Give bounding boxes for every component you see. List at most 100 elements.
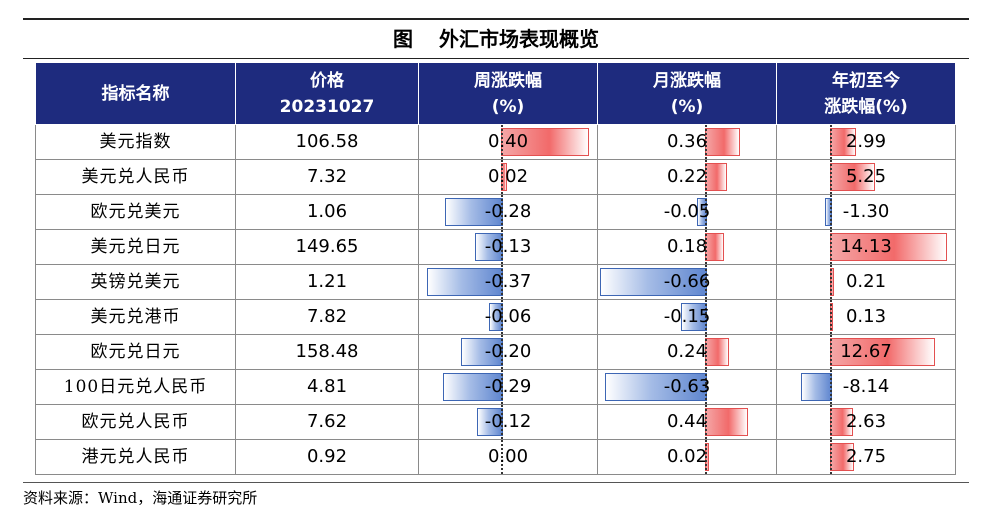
row-name-cell: 美元兑日元 [35,229,236,265]
table-row: 欧元兑日元 158.48 -0.20 0.24 12.67 [35,334,956,370]
zero-axis [830,370,832,404]
title-rule [23,58,969,59]
row-month-cell: 0.44 [597,404,777,440]
row-name-cell: 欧元兑美元 [35,194,236,230]
row-week-cell: -0.06 [418,299,598,335]
row-price-cell: 7.62 [235,404,419,440]
row-month-cell-value: 0.22 [666,166,708,187]
negative-data-bar [477,408,503,436]
row-month-cell-value: -0.66 [663,271,711,292]
zero-axis [830,440,832,474]
header-week-l1: 周涨跌幅 [474,70,542,91]
row-price-cell: 106.58 [235,124,419,160]
row-month-cell: -0.66 [597,264,777,300]
row-week-cell-value: -0.20 [484,341,532,362]
row-name-cell: 100日元兑人民币 [35,369,236,405]
header-name-label: 指标名称 [101,83,170,104]
zero-axis [705,195,707,229]
row-week-cell-value: 0.40 [487,131,529,152]
figure-title-text: 外汇市场表现概览 [439,27,599,51]
positive-data-bar [830,128,856,156]
row-week-cell-value: -0.13 [484,236,532,257]
top-rule [23,18,969,20]
table-row: 美元指数 106.58 0.40 0.36 2.99 [35,124,956,160]
row-week-cell-value: -0.37 [484,271,532,292]
row-ytd-cell: 0.13 [776,299,956,335]
row-price-cell-value: 0.92 [306,446,348,467]
row-ytd-cell: 2.75 [776,439,956,475]
table-row: 欧元兑人民币 7.62 -0.12 0.44 2.63 [35,404,956,440]
zero-axis [705,370,707,404]
zero-axis [501,405,503,439]
row-ytd-cell: -1.30 [776,194,956,230]
row-month-cell-value: -0.15 [663,306,711,327]
row-week-cell-value: -0.29 [484,376,532,397]
row-price-cell-value: 1.06 [306,201,348,222]
row-price-cell: 7.32 [235,159,419,195]
positive-data-bar [830,338,935,366]
source-note: 资料来源：Wind，海通证券研究所 [23,489,258,507]
row-name-cell: 英镑兑美元 [35,264,236,300]
zero-axis [705,265,707,299]
zero-axis [830,230,832,264]
row-week-cell: -0.20 [418,334,598,370]
row-month-cell: 0.24 [597,334,777,370]
row-week-cell-value: 0.00 [487,446,529,467]
row-month-cell-value: 0.24 [666,341,708,362]
row-price-cell: 0.92 [235,439,419,475]
negative-data-bar [475,233,503,261]
header-ytd-l1: 年初至今 [832,70,900,91]
header-ytd: 年初至今涨跌幅(%) [776,62,956,125]
positive-data-bar [705,233,724,261]
row-ytd-cell-value: 2.75 [845,446,887,467]
row-ytd-cell-value: 2.99 [845,131,887,152]
row-ytd-cell: 0.21 [776,264,956,300]
zero-axis [501,230,503,264]
row-week-cell: -0.37 [418,264,598,300]
positive-data-bar [705,163,727,191]
header-month: 月涨跌幅 (%) [597,62,777,125]
row-name-cell: 美元兑人民币 [35,159,236,195]
header-week-l2: (%) [491,96,525,117]
negative-data-bar [681,303,707,331]
row-ytd-cell: 2.63 [776,404,956,440]
zero-axis [501,195,503,229]
row-price-cell: 1.06 [235,194,419,230]
zero-axis [501,300,503,334]
positive-data-bar [501,128,589,156]
zero-axis [501,440,503,474]
zero-axis [501,125,503,159]
row-ytd-cell-value: 0.21 [845,271,887,292]
row-name-cell-value: 欧元兑人民币 [81,412,190,432]
header-price-l1: 价格 [310,70,344,91]
zero-axis [501,160,503,194]
row-name-cell-value: 美元指数 [99,132,172,152]
zero-axis [705,405,707,439]
header-ytd-l2: 涨跌幅(%) [824,96,908,117]
row-price-cell: 4.81 [235,369,419,405]
zero-axis [705,300,707,334]
table-row: 港元兑人民币 0.92 0.00 0.02 2.75 [35,439,956,475]
row-price-cell: 1.21 [235,264,419,300]
zero-axis [705,440,707,474]
row-month-cell-value: -0.05 [663,201,711,222]
row-ytd-cell-value: 2.63 [845,411,887,432]
header-row: 指标名称 价格 20231027 周涨跌幅 (%) 月涨跌幅 (%) 年初至今 涨跌幅(… [35,62,956,125]
row-month-cell: 0.02 [597,439,777,475]
row-ytd-cell-value: 14.13 [840,236,892,257]
row-month-cell-value: 0.18 [666,236,708,257]
row-ytd-cell-value: -8.14 [842,376,890,397]
row-month-cell: -0.63 [597,369,777,405]
zero-axis [501,370,503,404]
negative-data-bar [443,373,503,401]
row-price-cell-value: 158.48 [295,341,359,362]
row-name-cell-value: 100日元兑人民币 [63,377,208,397]
row-month-cell: 0.22 [597,159,777,195]
table-row: 欧元兑美元 1.06 -0.28 -0.05 -1.30 [35,194,956,230]
zero-axis [705,335,707,369]
fx-table: 指标名称 价格 20231027 周涨跌幅 (%) 月涨跌幅 (%) 年初至今 涨跌幅(… [35,62,956,475]
row-price-cell-value: 4.81 [306,376,348,397]
zero-axis [705,160,707,194]
negative-data-bar [801,373,832,401]
row-name-cell-value: 港元兑人民币 [81,447,190,467]
